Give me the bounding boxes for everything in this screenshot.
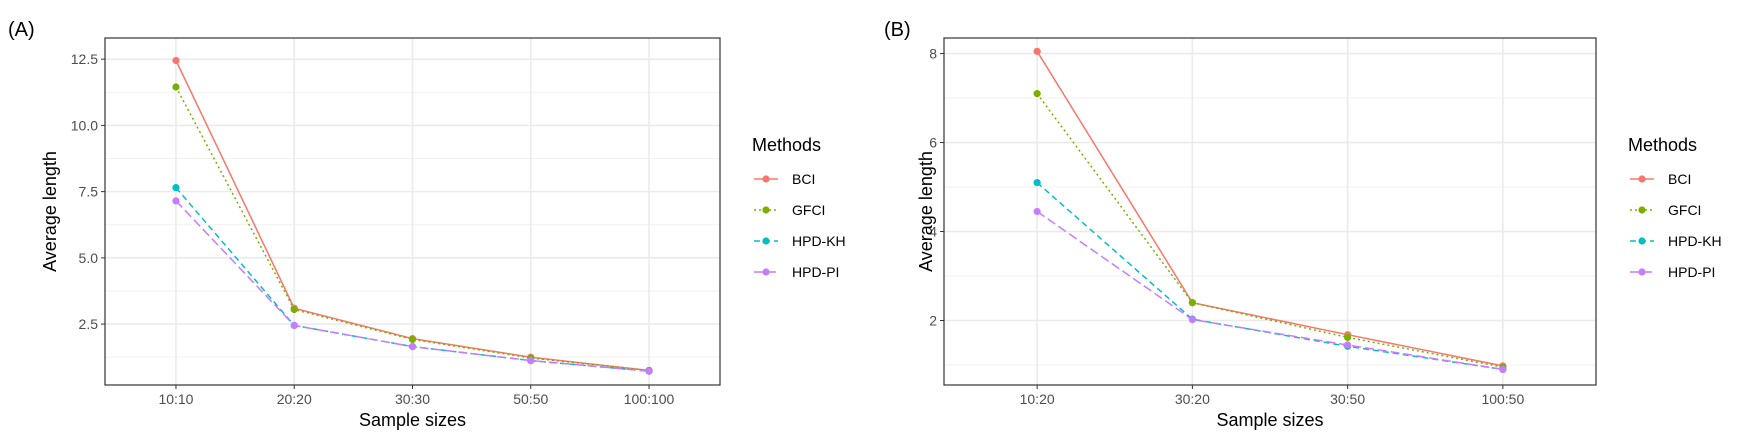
series-line — [1036, 93, 1504, 368]
y-axis-title: Average length — [40, 151, 60, 272]
legend-title: Methods — [752, 135, 821, 155]
data-point — [1033, 90, 1041, 98]
data-point — [1499, 365, 1507, 374]
data-point — [172, 197, 180, 205]
panel-b-chart: 2 4 6 8 10:20 30:20 30:50 100:50 Sample sizes Ave… — [884, 19, 1722, 430]
legend-item-label: GFCI — [792, 202, 825, 218]
legend-item-label: GFCI — [1668, 202, 1701, 218]
x-tick-label: 30:20 — [1175, 391, 1210, 407]
data-point — [1188, 316, 1196, 324]
data-point — [172, 56, 180, 65]
data-point — [290, 305, 298, 314]
legend-title: Methods — [1628, 135, 1697, 155]
x-tick-label: 30:30 — [395, 391, 430, 407]
data-point — [1188, 299, 1196, 307]
panel-border — [943, 37, 1597, 386]
x-tick-label: 20:20 — [277, 391, 312, 407]
x-tick-label: 10:10 — [158, 391, 193, 407]
data-point — [1033, 207, 1041, 216]
y-axis-title: Average length — [916, 151, 936, 272]
plot-background — [944, 38, 1596, 385]
y-tick-label: 2 — [929, 312, 937, 328]
legend-item-label: HPD-KH — [1668, 233, 1722, 249]
data-point — [408, 335, 417, 344]
legend-key-point — [1638, 175, 1646, 183]
y-tick-label: 7.5 — [79, 184, 99, 200]
y-tick-label: 5.0 — [79, 250, 99, 266]
x-tick-label: 10:20 — [1020, 391, 1055, 407]
data-point — [172, 184, 180, 192]
legend-key-point — [1638, 268, 1646, 276]
panel-label: (B) — [884, 19, 911, 41]
y-tick-label: 6 — [929, 135, 937, 151]
data-point — [1344, 341, 1352, 349]
legend-key-point — [1638, 237, 1646, 245]
panel-a-chart: 2.5 5.0 7.5 10.0 12.5 10:10 20:20 30:30 50:50 100… — [8, 19, 846, 430]
data-point — [645, 367, 653, 375]
x-axis-title: Sample sizes — [359, 410, 466, 430]
x-tick-label: 30:50 — [1330, 391, 1365, 407]
data-point — [1033, 178, 1041, 187]
legend-item-label: HPD-KH — [792, 233, 846, 249]
legend-key-point — [762, 175, 770, 183]
x-axis-title: Sample sizes — [1216, 410, 1323, 430]
data-point — [290, 321, 298, 330]
data-point — [527, 357, 535, 365]
y-tick-label: 2.5 — [79, 316, 99, 332]
data-point — [408, 342, 417, 351]
data-point — [172, 83, 180, 91]
series-line — [1036, 210, 1504, 371]
legend-key-point — [762, 237, 770, 245]
x-tick-label: 100:100 — [624, 391, 675, 407]
x-tick-label: 50:50 — [513, 391, 548, 407]
legend-item-label: BCI — [1668, 171, 1691, 187]
legend-key-point — [1638, 206, 1646, 214]
legend-key-point — [762, 206, 770, 214]
y-tick-label: 4 — [929, 224, 937, 240]
y-tick-label: 8 — [929, 46, 937, 62]
legend-item-label: HPD-PI — [1668, 264, 1715, 280]
series-line — [1036, 50, 1504, 367]
y-tick-label: 10.0 — [71, 117, 98, 133]
y-tick-label: 12.5 — [71, 51, 98, 67]
data-point — [1344, 333, 1352, 341]
x-tick-label: 100:50 — [1481, 391, 1524, 407]
panel-label: (A) — [8, 19, 35, 41]
legend-key-point — [762, 268, 770, 276]
data-point — [1033, 47, 1041, 55]
legend-item-label: HPD-PI — [792, 264, 839, 280]
legend-item-label: BCI — [792, 171, 815, 187]
